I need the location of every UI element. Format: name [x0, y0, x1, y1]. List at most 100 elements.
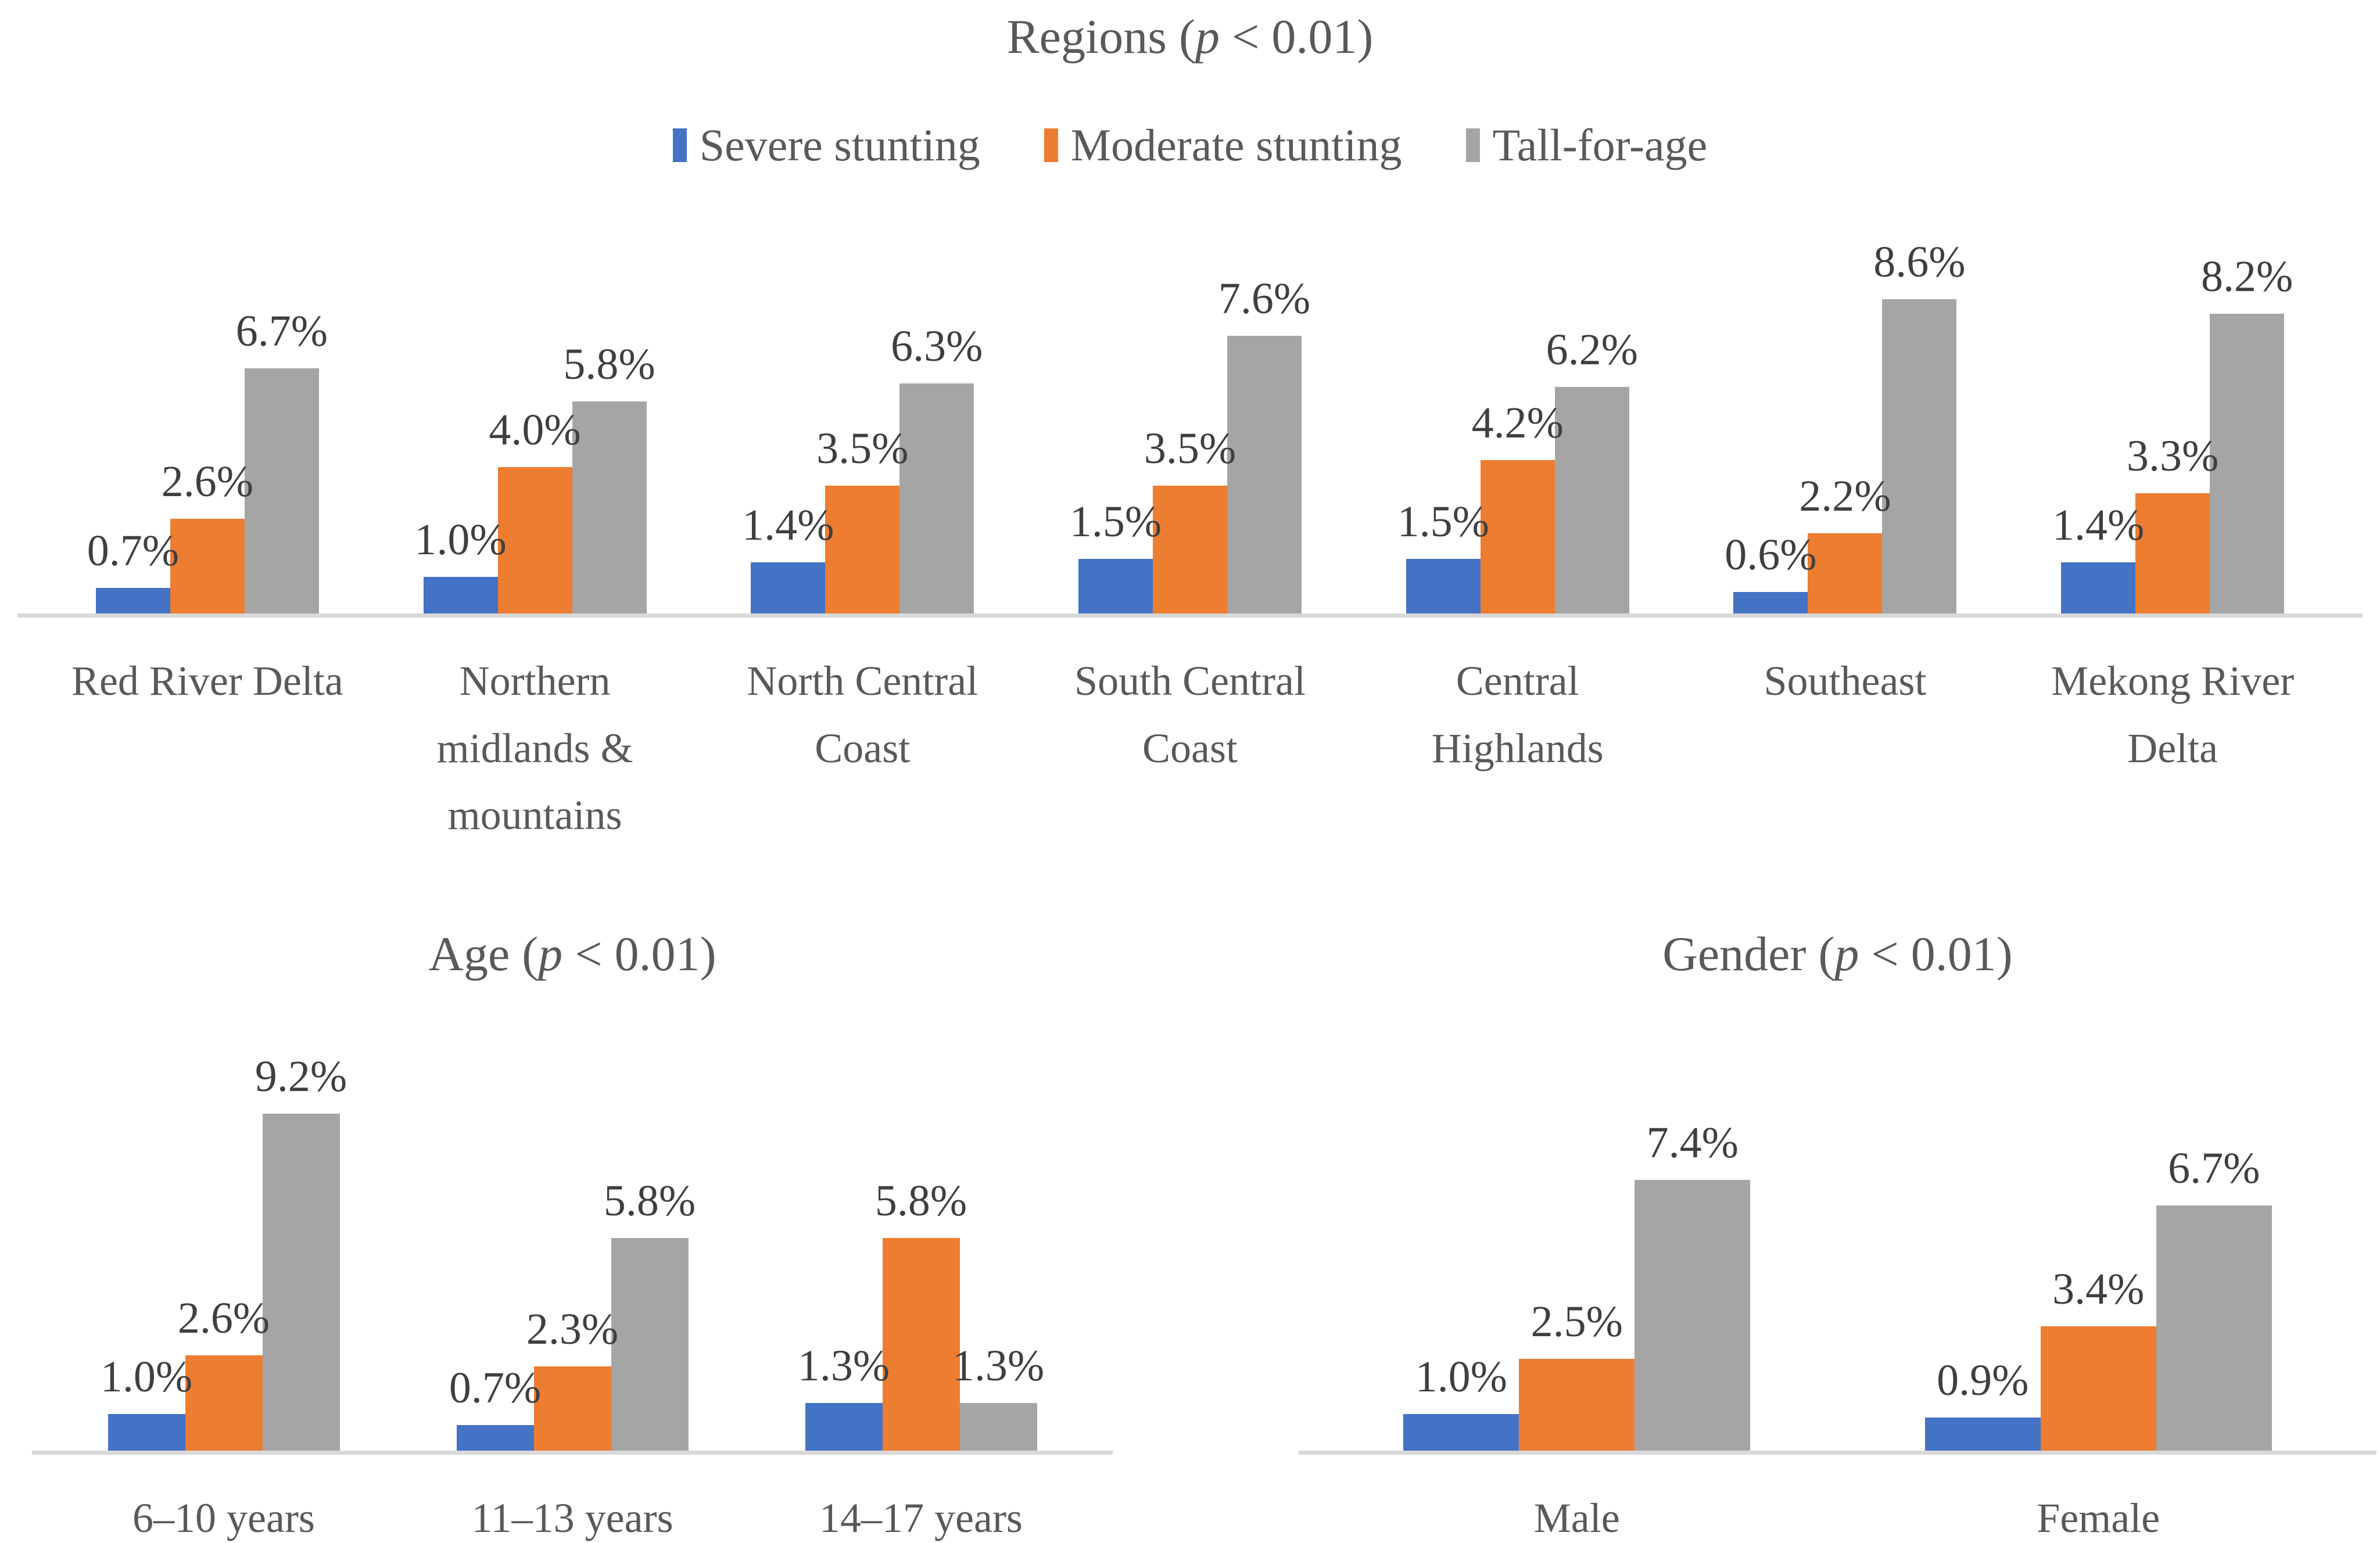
- value-label: 5.8%: [563, 340, 655, 389]
- category-label-11-13-years: 11–13 years: [471, 1494, 673, 1541]
- bar-tall-for-age: 9.2%: [255, 1054, 347, 1451]
- bar-moderate-stunting: 3.4%: [2040, 1267, 2156, 1451]
- bar-group-11-13-years: 0.7% 2.3% 5.8%: [398, 1044, 747, 1451]
- regions-chart: Regions (p < 0.01) Severe stunting Moderat…: [17, 0, 2363, 849]
- bar-moderate-stunting: 3.5%: [816, 426, 908, 614]
- bar-group-central-highlands: 1.5% 4.2% 6.2%: [1354, 218, 1682, 614]
- age-chart-title: Age (p < 0.01): [428, 927, 716, 981]
- value-label: 5.8%: [874, 1176, 967, 1226]
- gender-chart: Gender (p < 0.01) 1.0% 2.5% 7.4% 0.9% 3.4% 6.7…: [1299, 903, 2377, 1543]
- value-label: 0.7%: [87, 526, 180, 576]
- category-label-red-river-delta: Red River Delta: [71, 658, 343, 705]
- value-label: 0.6%: [1725, 530, 1817, 579]
- value-label: 1.3%: [952, 1341, 1045, 1390]
- bar-tall-for-age: 5.8%: [563, 342, 655, 614]
- legend-item-moderate-stunting: Moderate stunting: [1044, 118, 1402, 173]
- bar-tall-for-age: 7.4%: [1635, 1121, 1751, 1451]
- bar-moderate-stunting: 2.6%: [162, 460, 253, 614]
- legend-color-swatch-severe-stunting: [672, 128, 687, 162]
- value-label: 1.5%: [1069, 497, 1162, 546]
- value-label: 4.0%: [489, 406, 581, 455]
- value-label: 1.0%: [414, 515, 507, 565]
- legend-color-swatch-moderate-stunting: [1044, 128, 1058, 162]
- bar-severe-stunting: 1.5%: [1070, 500, 1162, 614]
- plot-area: 0.7% 2.6% 6.7% 1.0% 4.0% 5.8% 1.4% 3.5% 6.3% 1.5%…: [17, 218, 2363, 614]
- age-chart: Age (p < 0.01) 1.0% 2.6% 9.2% 0.7% 2.3% 5.8% 1.…: [32, 903, 1113, 1543]
- value-label: 3.4%: [2052, 1264, 2145, 1314]
- value-label: 7.4%: [1646, 1118, 1739, 1167]
- x-axis-line: [17, 613, 2363, 618]
- value-label: 0.7%: [449, 1363, 542, 1412]
- plot-area: 1.0% 2.6% 9.2% 0.7% 2.3% 5.8% 1.3% 5.8% 1.3%: [32, 1044, 1113, 1451]
- bar-moderate-stunting: 3.5%: [1144, 426, 1236, 614]
- x-axis-line: [1299, 1450, 2377, 1455]
- bar-moderate-stunting: 2.3%: [526, 1307, 618, 1451]
- value-label: 1.5%: [1397, 497, 1489, 546]
- plot-area: 1.0% 2.5% 7.4% 0.9% 3.4% 6.7%: [1299, 1044, 2377, 1451]
- value-label: 3.3%: [2127, 431, 2219, 480]
- bar-group-northern-midlands-mountains: 1.0% 4.0% 5.8%: [371, 218, 699, 614]
- value-label: 1.3%: [797, 1341, 890, 1390]
- value-label: 1.0%: [1415, 1352, 1507, 1401]
- legend-label: Moderate stunting: [1070, 119, 1402, 170]
- value-label: 2.5%: [1530, 1297, 1623, 1347]
- value-label: 2.6%: [177, 1294, 270, 1343]
- category-label-14-17-years: 14–17 years: [819, 1494, 1023, 1541]
- value-label: 1.4%: [2052, 501, 2145, 550]
- bar-severe-stunting: 0.9%: [1924, 1358, 2041, 1451]
- bar-moderate-stunting: 4.2%: [1472, 401, 1564, 614]
- value-label: 6.7%: [2168, 1143, 2260, 1193]
- bar-severe-stunting: 1.4%: [742, 503, 834, 614]
- bar-group-mekong-river-delta: 1.4% 3.3% 8.2%: [2009, 218, 2336, 614]
- bar-tall-for-age: 8.2%: [2201, 254, 2293, 614]
- category-label-female: Female: [2037, 1494, 2160, 1541]
- value-label: 7.6%: [1218, 274, 1311, 323]
- bar-group-north-central-coast: 1.4% 3.5% 6.3%: [698, 218, 1026, 614]
- bar-tall-for-age: 7.6%: [1218, 277, 1310, 614]
- bar-severe-stunting: 1.4%: [2052, 503, 2144, 614]
- bar-severe-stunting: 1.0%: [101, 1355, 192, 1451]
- value-label: 2.2%: [1799, 471, 1891, 521]
- value-label: 9.2%: [255, 1052, 347, 1101]
- bar-group-southeast: 0.6% 2.2% 8.6%: [1682, 218, 2009, 614]
- legend-label: Severe stunting: [699, 119, 980, 170]
- value-label: 6.7%: [235, 307, 328, 356]
- value-label: 1.0%: [100, 1352, 193, 1401]
- category-label-south-central-coast: South Central Coast: [1074, 658, 1306, 771]
- bar-tall-for-age: 5.8%: [604, 1179, 696, 1451]
- category-axis-labels: Red River Delta Northern midlands & mountai…: [17, 648, 2363, 849]
- category-label-male: Male: [1533, 1494, 1620, 1541]
- bar-severe-stunting: 1.5%: [1397, 500, 1489, 614]
- legend-item-severe-stunting: Severe stunting: [672, 118, 980, 173]
- value-label: 3.5%: [816, 424, 909, 473]
- value-label: 2.6%: [161, 457, 254, 506]
- legend-label: Tall-for-age: [1492, 119, 1708, 170]
- bar-moderate-stunting: 2.5%: [1519, 1300, 1635, 1451]
- bar-moderate-stunting: 3.3%: [2127, 434, 2218, 614]
- value-label: 1.4%: [742, 501, 834, 550]
- bar-group-6-10-years: 1.0% 2.6% 9.2%: [49, 1044, 398, 1451]
- x-axis-line: [32, 1450, 1113, 1455]
- bar-group-red-river-delta: 0.7% 2.6% 6.7%: [44, 218, 371, 614]
- bar-moderate-stunting: 4.0%: [489, 408, 581, 614]
- value-label: 0.9%: [1937, 1356, 2029, 1405]
- category-label-mekong-river-delta: Mekong River Delta: [2051, 658, 2295, 771]
- category-axis-labels: Male Female: [1299, 1485, 2377, 1543]
- value-label: 8.2%: [2201, 252, 2293, 301]
- bar-moderate-stunting: 2.2%: [1799, 474, 1891, 614]
- value-label: 8.6%: [1873, 237, 1966, 286]
- bar-severe-stunting: 1.0%: [1403, 1355, 1519, 1451]
- value-label: 4.2%: [1471, 398, 1564, 447]
- chart-legend: Severe stunting Moderate stunting Tall-for…: [17, 118, 2363, 173]
- bar-tall-for-age: 6.3%: [891, 324, 983, 614]
- bar-severe-stunting: 0.7%: [87, 529, 179, 614]
- bar-severe-stunting: 1.3%: [798, 1344, 890, 1451]
- value-label: 6.3%: [891, 321, 983, 371]
- value-label: 2.3%: [526, 1304, 619, 1354]
- value-label: 6.2%: [1546, 325, 1638, 374]
- category-label-north-central-coast: North Central Coast: [747, 658, 978, 771]
- category-label-northern-midlands-mountains: Northern midlands & mountains: [436, 658, 633, 838]
- bar-moderate-stunting: 5.8%: [875, 1179, 967, 1451]
- bar-group-south-central-coast: 1.5% 3.5% 7.6%: [1026, 218, 1354, 614]
- bar-group-female: 0.9% 3.4% 6.7%: [1838, 1044, 2360, 1451]
